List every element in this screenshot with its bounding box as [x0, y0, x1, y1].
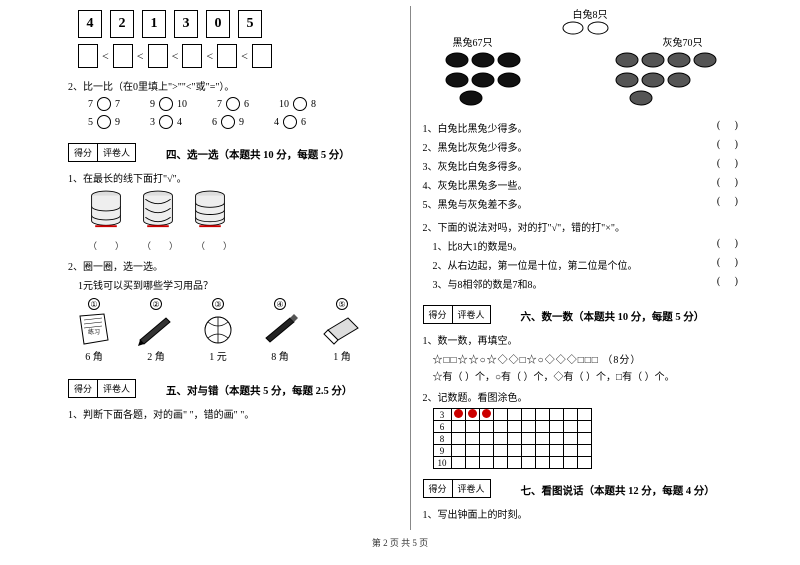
- sec6-q1: 1、数一数，再填空。: [423, 332, 753, 347]
- compare-row-1: 77 910 76 108: [88, 97, 398, 111]
- section-6-header: 得分 评卷人 六、数一数（本题共 10 分，每题 5 分）: [423, 295, 753, 324]
- shape-counts: ☆有（ ）个，○有（ ）个，◇有（ ）个，□有（ ）个。: [433, 368, 753, 383]
- black-rabbit-group: [443, 48, 553, 111]
- q2-text: 2、下面的说法对吗，对的打"√"，错的打"×"。: [423, 219, 753, 234]
- sec6-q2: 2、记数题。看图涂色。: [423, 389, 753, 404]
- score-label: 得分: [69, 144, 97, 161]
- gray-rabbit-group: [613, 48, 733, 111]
- score-box: 得分 评卷人: [423, 305, 491, 324]
- compare-row-2: 59 34 69 46: [88, 115, 398, 129]
- item-price: 6 角: [85, 348, 103, 363]
- blank-box: [148, 44, 168, 68]
- score-label: 得分: [424, 306, 452, 323]
- cylinder-icon: [192, 189, 228, 231]
- page-footer: 第 2 页 共 5 页: [0, 536, 800, 549]
- black-rabbit-label: 黑兔67只: [453, 34, 493, 49]
- item-4: ④ 8 角: [260, 298, 300, 363]
- compare-circle: [159, 97, 173, 111]
- item-2: ② 2 角: [136, 298, 176, 363]
- item-3: ③ 1 元: [198, 298, 238, 363]
- score-box: 得分 评卷人: [68, 379, 136, 398]
- rabbits-figure: 白兔8只 黑兔67只 灰兔70只: [423, 6, 753, 116]
- pencil-icon: [136, 312, 176, 346]
- section-5-title: 五、对与错（本题共 5 分，每题 2.5 分）: [166, 383, 352, 398]
- rabbit-questions: 1、白兔比黑兔少得多。( ) 2、黑兔比灰兔少得多。( ) 3、灰兔比白兔多得多…: [423, 120, 753, 211]
- item-price: 1 角: [333, 348, 351, 363]
- blank-box: [78, 44, 98, 68]
- compare-circle: [97, 115, 111, 129]
- grader-label: 评卷人: [97, 380, 135, 397]
- item-price: 2 角: [147, 348, 165, 363]
- sec7-q1: 1、写出钟面上的时刻。: [423, 506, 753, 521]
- gray-rabbit-label: 灰兔70只: [663, 34, 703, 49]
- compare-circle: [293, 97, 307, 111]
- pen-icon: [260, 312, 300, 346]
- score-box: 得分 评卷人: [68, 143, 136, 162]
- sec4-q2: 2、圈一圈，选一选。: [68, 258, 398, 273]
- item-price: 1 元: [209, 348, 227, 363]
- compare-circle: [221, 115, 235, 129]
- item-num: ③: [212, 298, 224, 310]
- item-num: ②: [150, 298, 162, 310]
- notebook-icon: 练习: [74, 312, 114, 346]
- section-7-header: 得分 评卷人 七、看图说话（本题共 12 分，每题 4 分）: [423, 469, 753, 498]
- number-boxes-row: 4 2 1 3 0 5: [78, 10, 398, 38]
- red-dot-icon: [482, 409, 491, 418]
- ball-icon: [198, 312, 238, 346]
- cylinders-row: [88, 189, 398, 231]
- item-1: ① 练习 6 角: [74, 298, 114, 363]
- white-rabbit-icon: [553, 14, 623, 36]
- section-4-header: 得分 评卷人 四、选一选（本题共 10 分，每题 5 分）: [68, 133, 398, 162]
- eraser-icon: [322, 312, 362, 346]
- column-divider: [410, 6, 411, 530]
- compare-circle: [226, 97, 240, 111]
- blank-box: [113, 44, 133, 68]
- tf-questions: 1、比8大1的数是9。( ) 2、从右边起，第一位是十位，第二位是个位。( ) …: [433, 238, 753, 291]
- grader-label: 评卷人: [452, 480, 490, 497]
- cylinder-icon: [88, 189, 124, 231]
- sec5-q1: 1、判断下面各题，对的画" "，错的画" "。: [68, 406, 398, 421]
- item-num: ④: [274, 298, 286, 310]
- svg-text:练习: 练习: [88, 328, 100, 336]
- cylinder-icon: [140, 189, 176, 231]
- item-5: ⑤ 1 角: [322, 298, 362, 363]
- section-6-title: 六、数一数（本题共 10 分，每题 5 分）: [521, 309, 705, 324]
- q2-text: 2、比一比（在0里填上">""<"或"="）。: [68, 78, 398, 93]
- sec4-q1: 1、在最长的线下面打"√"。: [68, 170, 398, 185]
- num-box: 3: [174, 10, 198, 38]
- empty-compare-row: < < < < <: [78, 44, 398, 68]
- grader-label: 评卷人: [452, 306, 490, 323]
- shapes-line: ☆□□☆☆○☆◇◇□☆○◇◇◇□□□ （8分）: [433, 351, 753, 366]
- grader-label: 评卷人: [97, 144, 135, 161]
- compare-circle: [97, 97, 111, 111]
- red-dot-icon: [468, 409, 477, 418]
- num-box: 1: [142, 10, 166, 38]
- blank-box: [252, 44, 272, 68]
- num-box: 4: [78, 10, 102, 38]
- left-column: 4 2 1 3 0 5 < < < < < 2、比一比（在0里填上">""<"或…: [60, 6, 406, 530]
- num-box: 5: [238, 10, 262, 38]
- section-4-title: 四、选一选（本题共 10 分，每题 5 分）: [166, 147, 350, 162]
- compare-circle: [159, 115, 173, 129]
- item-num: ⑤: [336, 298, 348, 310]
- score-box: 得分 评卷人: [423, 479, 491, 498]
- score-label: 得分: [424, 480, 452, 497]
- section-7-title: 七、看图说话（本题共 12 分，每题 4 分）: [521, 483, 715, 498]
- right-column: 白兔8只 黑兔67只 灰兔70只 1、白兔比黑兔少得多。( ): [415, 6, 761, 530]
- items-row: ① 练习 6 角 ② 2 角 ③ 1 元 ④ 8 角 ⑤: [74, 298, 398, 363]
- section-5-header: 得分 评卷人 五、对与错（本题共 5 分，每题 2.5 分）: [68, 369, 398, 398]
- red-dot-icon: [454, 409, 463, 418]
- num-box: 2: [110, 10, 134, 38]
- num-box: 0: [206, 10, 230, 38]
- blank-box: [182, 44, 202, 68]
- item-num: ①: [88, 298, 100, 310]
- score-label: 得分: [69, 380, 97, 397]
- compare-circle: [283, 115, 297, 129]
- color-grid: 3 6 8 9 10: [433, 408, 592, 469]
- blank-box: [217, 44, 237, 68]
- item-price: 8 角: [271, 348, 289, 363]
- sec4-q2b: 1元钱可以买到哪些学习用品？: [78, 277, 398, 292]
